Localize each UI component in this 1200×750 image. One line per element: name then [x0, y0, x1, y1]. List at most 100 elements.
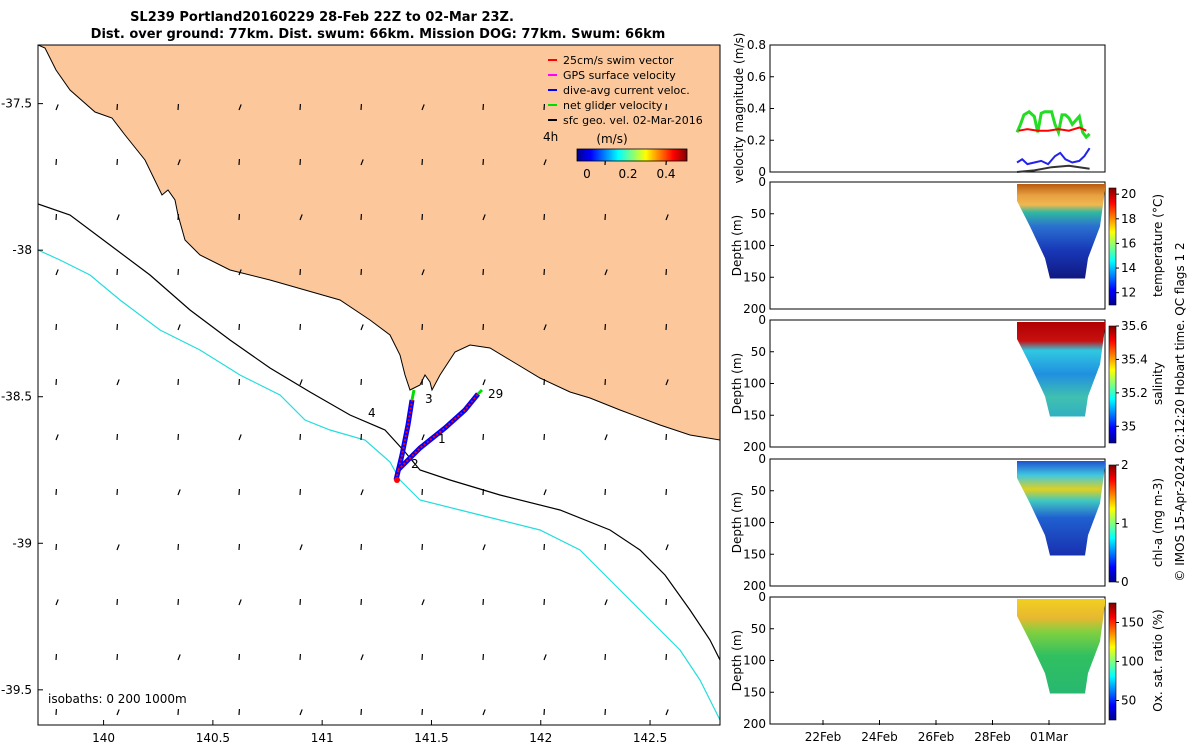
vector-arrow-139: [482, 709, 486, 716]
section-2-y-tick-label-3: 150: [743, 547, 766, 561]
track-label-3: 3: [425, 392, 433, 406]
vector-arrow-59: [727, 324, 729, 330]
section-3-y-tick-label-2: 100: [743, 654, 766, 668]
colorbar-tick-1: 0.2: [618, 167, 637, 181]
section-panel-3: 0 50 100 150 200 Depth (m) 50 100 150 Ox. sat. ra…: [730, 590, 1165, 731]
isobath-1000m: [38, 249, 720, 721]
section-0-cbar-tick-label-1: 14: [1121, 261, 1136, 275]
map-frame: [37, 44, 721, 726]
section-0-y-tick-label-4: 200: [743, 302, 766, 316]
section-panel-1: 0 50 100 150 200 Depth (m) 35 35.2 35.4 35.6 salin…: [730, 313, 1165, 454]
vector-arrow-9: [604, 104, 608, 111]
vector-arrow-103: [482, 544, 486, 551]
map-x-tick-label-5: 142.5: [633, 731, 667, 745]
section-1-y-tick-label-1: 50: [751, 345, 766, 359]
vector-arrow-64: [299, 379, 303, 386]
vector-arrow-81: [604, 434, 608, 441]
colorbar-units: (m/s): [596, 132, 627, 146]
colorbar-tick-0: 0: [583, 167, 591, 181]
map-y-tick-label-1: -38: [12, 243, 32, 257]
map-x-tick-label-2: 141: [311, 731, 334, 745]
vector-arrow-97: [116, 544, 120, 551]
track-label-1: 1: [438, 432, 446, 446]
vector-arrow-0: [55, 104, 59, 111]
time-tick-label-1: 24Feb: [861, 730, 898, 744]
section-1-cbar-tick-label-3: 35.6: [1121, 319, 1148, 333]
section-1-y-tick-label-4: 200: [743, 440, 766, 454]
vector-arrow-28: [299, 214, 303, 221]
section-1-cbar-label: salinity: [1151, 362, 1165, 405]
vector-arrow-23: [727, 159, 729, 165]
figure-title-line2: Dist. over ground: 77km. Dist. swum: 66k…: [91, 27, 666, 42]
vector-arrow-17: [360, 159, 364, 166]
section-3-y-tick-label-3: 150: [743, 685, 766, 699]
glider-track: [393, 388, 484, 483]
vector-arrow-31: [482, 214, 486, 221]
section-1-y-tick-label-3: 150: [743, 408, 766, 422]
vector-arrow-114: [421, 599, 425, 606]
vector-arrow-92: [543, 489, 547, 496]
vector-arrow-61: [116, 379, 120, 386]
section-3-cbar-tick-label-1: 100: [1121, 655, 1144, 669]
section-1-y-tick-label-0: 0: [758, 313, 766, 327]
section-panel-2: 0 50 100 150 200 Depth (m) 0 1 2 chl-a (mg m-3): [730, 452, 1165, 593]
velocity-y-tick-label-4: 0.8: [747, 38, 766, 52]
section-1-colorbar: [1108, 325, 1117, 444]
vector-arrow-70: [665, 379, 669, 386]
legend-label-0: 25cm/s swim vector: [563, 54, 674, 67]
section-0-y-tick-label-1: 50: [751, 207, 766, 221]
map-y-tick-label-0: -37.5: [1, 97, 32, 111]
section-1-cbar-tick-label-1: 35.2: [1121, 386, 1148, 400]
map-x-tick-label-0: 140: [92, 731, 115, 745]
vector-arrow-100: [299, 544, 303, 551]
legend-label-1: GPS surface velocity: [563, 69, 676, 82]
vector-arrow-86: [177, 489, 181, 496]
vector-arrow-36: [55, 269, 59, 276]
vector-arrow-128: [543, 654, 547, 661]
map-y-tick-label-2: -38.5: [1, 390, 32, 404]
section-3-y-tick-label-1: 50: [751, 622, 766, 636]
section-3-cbar-tick-label-0: 50: [1121, 694, 1136, 708]
vector-arrow-89: [360, 489, 364, 496]
right-panels: 0 0.2 0.4 0.6 0.8 velocity magnitude (m/s) 0…: [730, 33, 1187, 744]
section-1-y-label: Depth (m): [730, 353, 744, 414]
legend-label-2: dive-avg current veloc.: [563, 84, 690, 97]
vector-arrow-122: [177, 654, 181, 661]
track-label-29: 29: [488, 387, 503, 401]
section-2-y-tick-label-2: 100: [743, 516, 766, 530]
section-3-cbar-tick-label-2: 150: [1121, 616, 1144, 630]
map-x-tick-label-3: 141.5: [414, 731, 448, 745]
vector-arrow-117: [604, 599, 608, 606]
section-3-cbar-label: Ox. sat. ratio (%): [1151, 609, 1165, 711]
map-y-tick-labels: -37.5 -38 -38.5 -39 -39.5: [1, 97, 43, 697]
vector-arrow-42: [421, 269, 425, 276]
track-label-4: 4: [368, 406, 376, 420]
vector-arrow-14: [177, 159, 181, 166]
vector-arrow-75: [238, 434, 242, 441]
vector-arrow-3: [238, 104, 242, 111]
section-2-cbar-tick-label-1: 1: [1121, 517, 1129, 531]
colorbar-left-label: 4h: [543, 130, 558, 144]
section-data-2: [1017, 461, 1105, 556]
vector-arrow-56: [543, 324, 547, 331]
figure-title-line1: SL239 Portland20160229 28-Feb 22Z to 02-…: [130, 10, 514, 25]
velocity-series-0: [1015, 109, 1091, 140]
velocity-y-tick-label-1: 0.2: [747, 133, 766, 147]
map-y-tick-label-3: -39: [12, 536, 32, 550]
isobaths-label: isobaths: 0 200 1000m: [48, 692, 187, 706]
map-x-tick-labels: 140 140.5 141 141.5 142 142.5: [92, 720, 667, 745]
section-2-y-tick-label-4: 200: [743, 579, 766, 593]
section-1-cbar-tick-label-0: 35: [1121, 419, 1136, 433]
speed-colorbar: [576, 148, 688, 162]
section-2-y-tick-label-1: 50: [751, 484, 766, 498]
vector-arrow-39: [238, 269, 242, 276]
section-3-y-tick-label-4: 200: [743, 717, 766, 731]
track-label-2: 2: [411, 457, 419, 471]
section-3-y-label: Depth (m): [730, 630, 744, 691]
surface-velocity-vectors: [55, 103, 729, 716]
map-x-tick-label-1: 140.5: [196, 731, 230, 745]
velocity-y-tick-label-2: 0.4: [747, 102, 766, 116]
section-0-cbar-tick-label-0: 12: [1121, 286, 1136, 300]
vector-arrow-136: [299, 709, 303, 716]
